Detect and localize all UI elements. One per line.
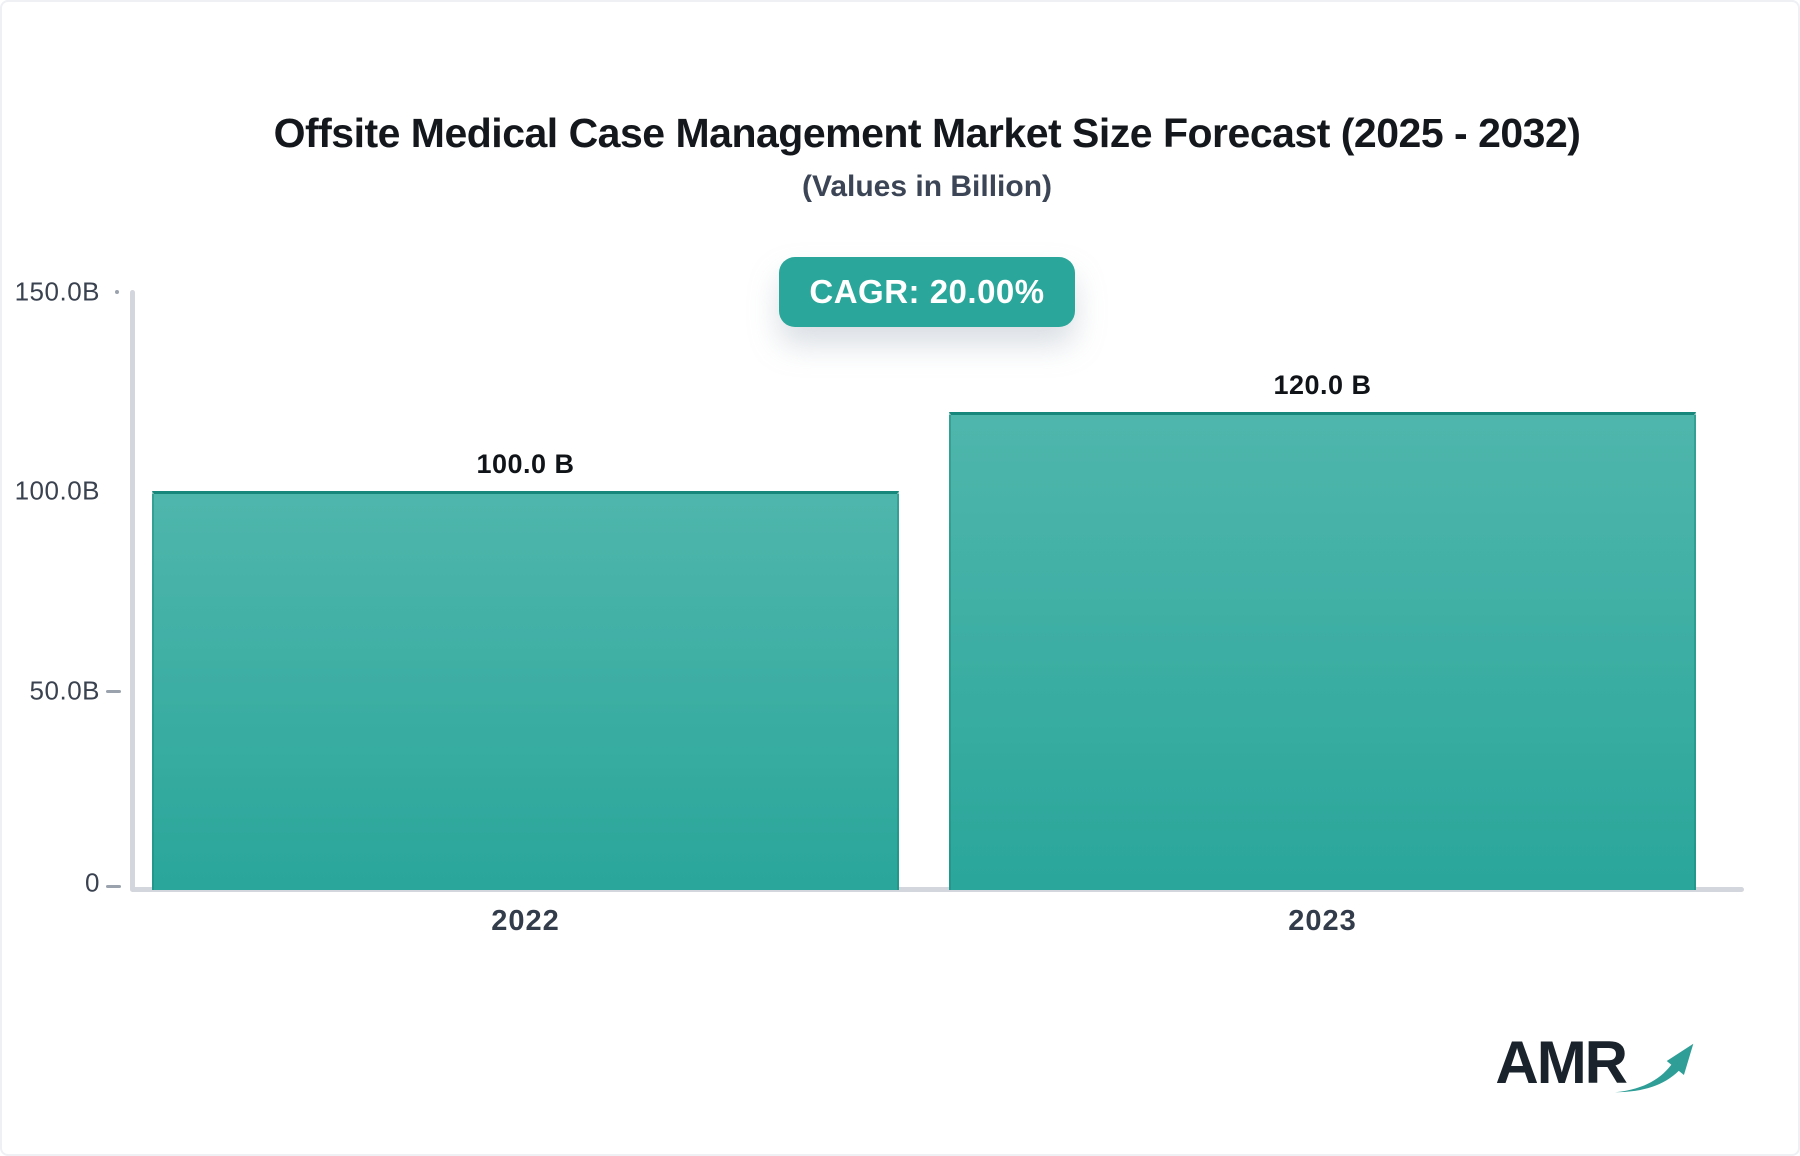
x-axis-label: 2022: [491, 905, 560, 937]
y-axis-tick-label: 50.0B: [29, 675, 100, 706]
y-axis-tick-mark: [106, 885, 121, 888]
y-axis-tick-mark: [106, 689, 121, 693]
y-axis-tick-mark: [115, 290, 119, 294]
amr-logo-text: AMR: [1495, 1029, 1628, 1096]
bar-2023: [949, 412, 1696, 890]
bar-2022: [152, 491, 899, 890]
growth-arrow-icon: [1612, 1035, 1698, 1106]
x-axis-label: 2023: [1288, 905, 1357, 937]
bar-value-label: 100.0 B: [476, 449, 575, 479]
y-axis-tick-label: 100.0B: [14, 475, 100, 506]
x-axis-line: [130, 887, 1744, 892]
amr-logo: AMR: [1495, 1033, 1698, 1106]
y-axis-line: [130, 290, 135, 891]
chart-subtitle: (Values in Billion): [801, 170, 1053, 203]
y-axis-tick-label: 0: [85, 867, 100, 898]
y-axis-tick-label: 150.0B: [14, 276, 100, 307]
cagr-badge: CAGR: 20.00%: [779, 257, 1075, 327]
bar-value-label: 120.0 B: [1273, 370, 1372, 400]
chart-title: Offsite Medical Case Management Market S…: [273, 110, 1581, 156]
